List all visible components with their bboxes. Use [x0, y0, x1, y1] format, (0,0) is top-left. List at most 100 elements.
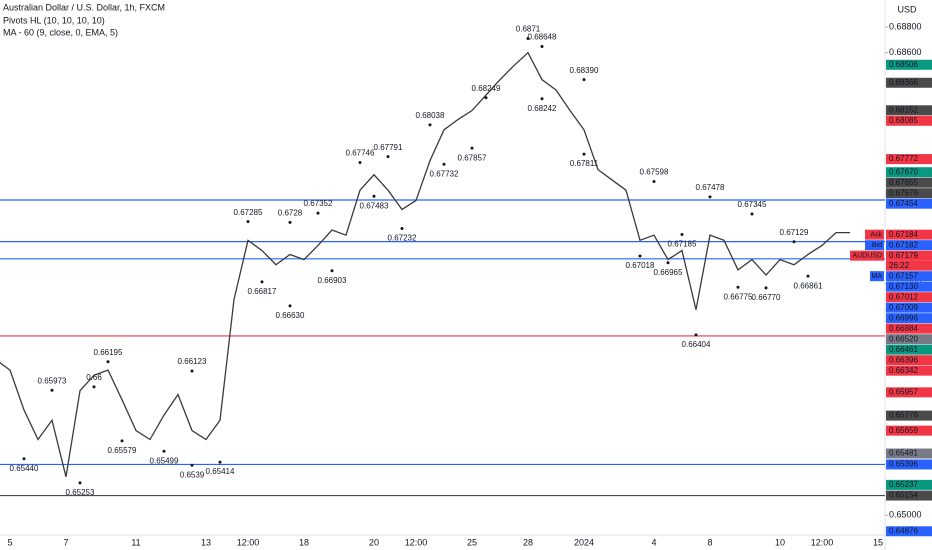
price-badge [886, 344, 932, 355]
price-badge-label: 0.64876 [889, 526, 918, 535]
pivot-label: 0.67598 [640, 168, 669, 177]
x-tick-label: 12:00 [237, 537, 260, 547]
pivot-point [190, 463, 194, 467]
pivot-point [78, 481, 82, 485]
price-badge-label: 0.67576 [889, 188, 918, 197]
y-tick-label: 0.68800 [889, 21, 922, 31]
pivot-label: 0.66630 [276, 311, 305, 320]
price-badge [886, 198, 932, 209]
price-badge-label: 0.66996 [889, 313, 918, 322]
pivot-label: 0.6728 [278, 208, 303, 217]
pivot-label: 0.67483 [360, 201, 389, 210]
pivot-point [638, 254, 642, 258]
pivot-label: 0.66770 [752, 293, 781, 302]
price-badge [886, 77, 932, 88]
pivot-label: 0.67345 [738, 200, 767, 209]
price-badge [886, 459, 932, 470]
price-badge [886, 281, 932, 292]
price-badge-label: 0.66884 [889, 324, 918, 333]
price-badge-label: 0.68085 [889, 116, 918, 125]
tag-label: Ask [870, 232, 882, 239]
price-badge [886, 410, 932, 421]
price-badge [886, 154, 932, 165]
pivot-point [708, 195, 712, 199]
x-tick-label: 2024 [574, 537, 594, 547]
pivot-point [190, 369, 194, 373]
pivot-point [246, 220, 250, 224]
pivot-point [330, 269, 334, 273]
currency-label[interactable]: USD [897, 4, 917, 14]
pivot-point [666, 261, 670, 265]
pivot-label: 0.6539 [180, 470, 205, 479]
pivot-label: 0.68242 [528, 104, 557, 113]
pivot-point [162, 449, 166, 453]
price-badge [886, 188, 932, 199]
pivot-point [218, 460, 222, 464]
pivot-label: 0.68390 [570, 66, 599, 75]
y-tick-label: 0.68600 [889, 47, 922, 57]
price-badge-label: 0.67772 [889, 154, 918, 163]
pivot-point [50, 388, 54, 392]
pivot-label: 0.68249 [472, 84, 501, 93]
pivot-label: 0.65579 [108, 446, 137, 455]
pivot-label: 0.68648 [528, 33, 557, 42]
price-badge [886, 115, 932, 126]
price-badge-label: 0.66342 [889, 366, 918, 375]
price-badge [886, 526, 932, 537]
pivot-label: 0.67129 [780, 228, 809, 237]
pivot-point [582, 152, 586, 156]
x-tick-label: 7 [63, 537, 68, 547]
pivot-label: 0.6871 [516, 25, 541, 34]
pivot-label: 0.67857 [458, 153, 487, 162]
pivot-point [694, 333, 698, 337]
price-badge [886, 250, 932, 261]
pivot-point [358, 160, 362, 164]
price-badge [886, 292, 932, 303]
price-badge [886, 240, 932, 251]
countdown-label: 26:22 [889, 261, 910, 270]
pivot-point [288, 304, 292, 308]
pivot-point [316, 211, 320, 215]
pivot-point [400, 226, 404, 230]
x-tick-label: 28 [523, 537, 533, 547]
tag-box [865, 229, 884, 240]
x-tick-label: 11 [131, 537, 140, 547]
pivot-label: 0.66861 [794, 281, 823, 290]
price-badge-label: 0.67670 [889, 167, 918, 176]
price-badge-label: 0.67184 [889, 230, 918, 239]
pivot-point [442, 162, 446, 166]
price-badge-label: 0.67179 [889, 251, 918, 260]
tag-box [850, 250, 884, 261]
x-tick-label: 12:00 [405, 537, 428, 547]
price-badge-label: 0.66396 [889, 355, 918, 364]
price-badge [886, 387, 932, 398]
tag-label: MA [872, 273, 883, 280]
pivot-point [652, 179, 656, 183]
price-badge [886, 425, 932, 436]
pivot-point [92, 385, 96, 389]
pivot-label: 0.67232 [388, 234, 417, 243]
pivot-label: 0.67791 [374, 143, 403, 152]
price-badge-label: 0.67182 [889, 240, 918, 249]
x-tick-label: 15 [873, 537, 883, 547]
pivot-point [372, 194, 376, 198]
pivot-point [260, 280, 264, 284]
pivot-point [736, 285, 740, 289]
pivot-label: 0.68038 [416, 111, 445, 120]
price-badge [886, 490, 932, 501]
price-badge-label: 0.65957 [889, 387, 918, 396]
pivot-label: 0.67018 [626, 261, 655, 270]
pivot-label: 0.65253 [66, 488, 95, 497]
price-badge [886, 105, 932, 116]
price-badge [886, 313, 932, 324]
pivot-label: 0.66965 [654, 268, 683, 277]
price-badge-label: 0.67130 [889, 282, 918, 291]
pivot-label: 0.65973 [38, 376, 67, 385]
pivot-point [288, 220, 292, 224]
pivot-point [764, 286, 768, 290]
price-badge-label: 0.66520 [889, 334, 918, 343]
price-badge-label: 0.67655 [889, 178, 918, 187]
pivot-label: 0.67732 [430, 169, 459, 178]
pivot-point [806, 274, 810, 278]
pivot-label: 0.67352 [304, 199, 333, 208]
